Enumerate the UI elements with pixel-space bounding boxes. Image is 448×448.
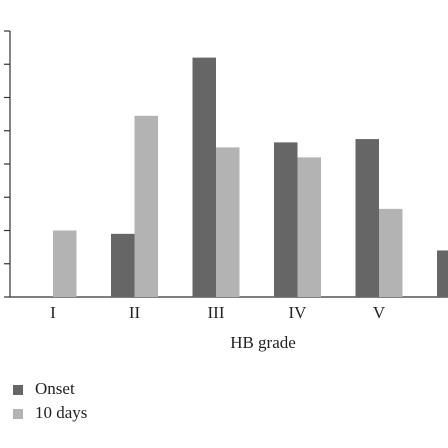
bar [297,157,321,297]
bar [53,230,77,297]
bar [134,115,158,297]
x-axis-label: HB grade [230,333,296,352]
bar [355,139,379,297]
legend-swatch [13,409,23,419]
bar [111,233,135,297]
legend-swatch [13,385,23,395]
x-tick-label: III [208,303,225,322]
x-tick-label: IV [289,303,308,322]
x-tick-label: V [373,303,386,322]
bar [379,208,403,297]
x-tick-label: I [50,303,56,322]
legend-label: 10 days [35,403,87,422]
bar [192,57,216,297]
legend-label: Onset [35,379,75,398]
bar [274,142,298,297]
x-tick-label: II [129,303,141,322]
bar [437,250,448,297]
bar [216,147,240,297]
